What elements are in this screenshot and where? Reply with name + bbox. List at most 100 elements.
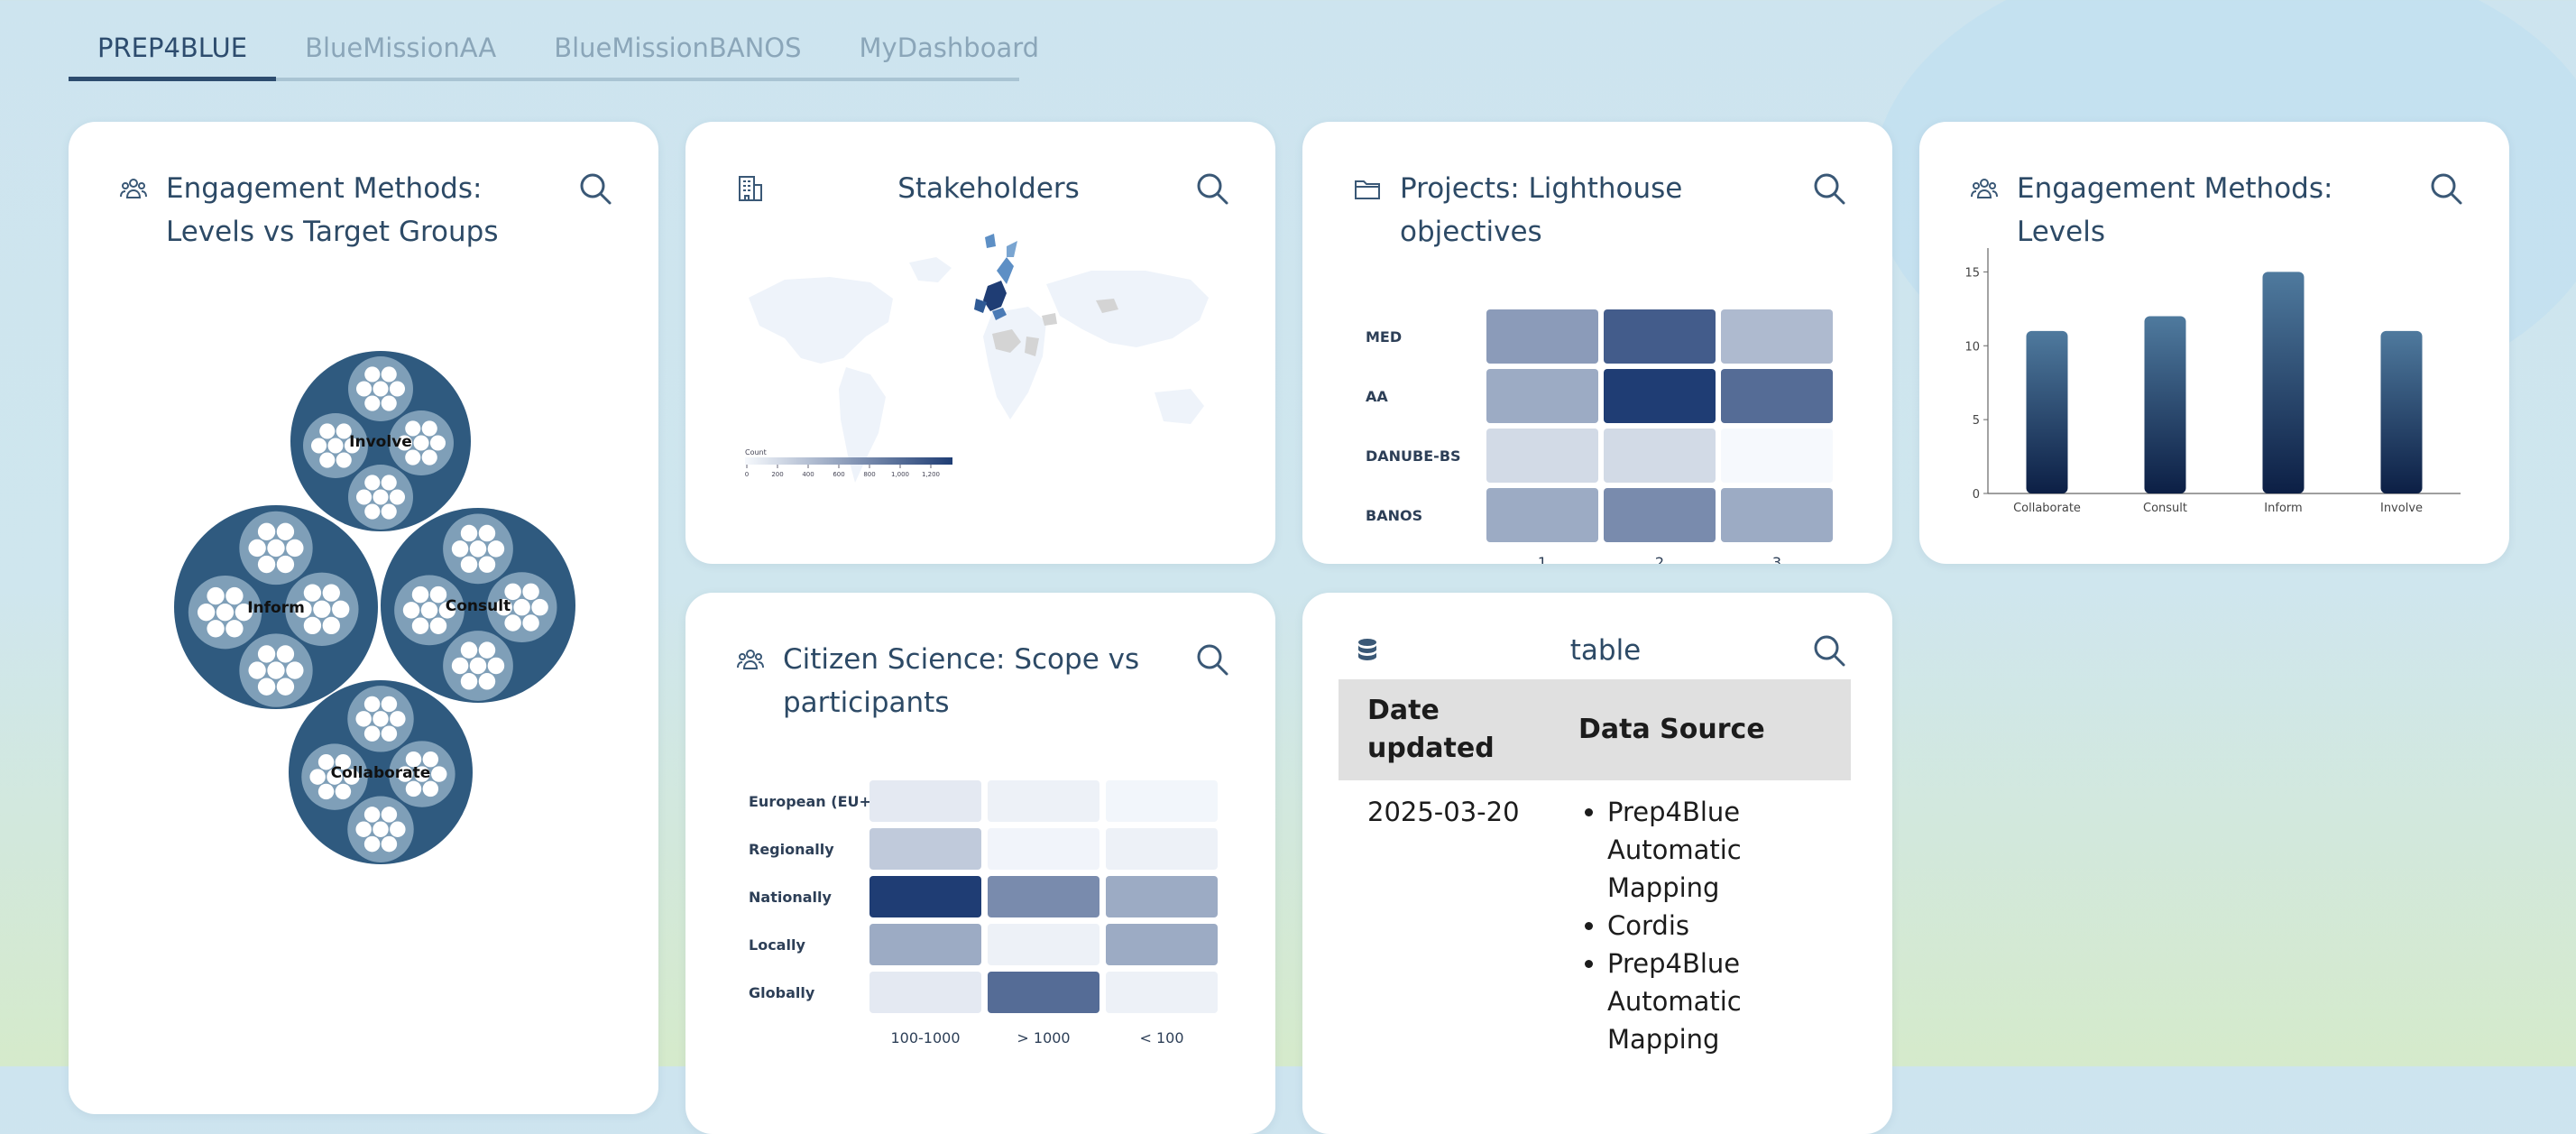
card-title: table — [1569, 634, 1642, 667]
leaf-bubble — [327, 438, 344, 454]
y-tick-label: 5 — [1973, 414, 1980, 428]
leaf-bubble — [267, 661, 285, 679]
leaf-bubble — [303, 616, 322, 635]
leaf-bubble — [355, 711, 372, 727]
leaf-bubble — [327, 769, 343, 785]
leaf-bubble — [344, 438, 361, 454]
search-icon[interactable] — [1194, 641, 1230, 678]
heatmap-row-label: DANUBE-BS — [1366, 447, 1461, 465]
leaf-bubble — [313, 600, 331, 618]
search-icon[interactable] — [2428, 171, 2464, 207]
leaf-bubble — [216, 603, 235, 622]
leaf-bubble — [531, 598, 548, 616]
dashboard-tabs: PREP4BLUE BlueMissionAA BlueMissionBANOS… — [69, 25, 1039, 81]
leaf-bubble — [286, 539, 304, 558]
legend-tick-label: 200 — [771, 471, 783, 478]
leaf-bubble — [451, 657, 469, 675]
leaf-bubble — [336, 423, 352, 439]
tab-bluemissionbanos[interactable]: BlueMissionBANOS — [554, 32, 802, 63]
heatmap-cell — [1604, 429, 1716, 483]
legend-tick-label: 800 — [863, 471, 875, 478]
heatmap-row-label: AA — [1366, 388, 1388, 405]
leaf-bubble — [336, 452, 352, 468]
leaf-bubble — [522, 614, 539, 632]
projects-heatmap: MED AA DANUBE-BS BANOS 1 2 3 — [1366, 309, 1833, 564]
leaf-bubble — [390, 821, 406, 837]
leaf-bubble — [363, 696, 381, 713]
leaf-bubble — [421, 420, 437, 437]
column-header-date: Date updated — [1339, 679, 1550, 780]
heatmap-col-label: 1 — [1538, 554, 1547, 564]
leaf-bubble — [431, 766, 447, 782]
heatmap-cell — [869, 780, 981, 822]
leaf-bubble — [405, 751, 422, 768]
bubble-group: Consult — [381, 508, 575, 703]
leaf-bubble — [414, 766, 430, 782]
leaf-bubble — [294, 600, 312, 618]
tab-bluemissionaa[interactable]: BlueMissionAA — [305, 32, 497, 63]
card-title: Stakeholders — [897, 172, 1080, 205]
heatmap-cell — [1721, 488, 1833, 542]
leaf-bubble — [344, 769, 360, 785]
map-legend: Count 0 200 400 600 800 1,000 1,200 — [745, 448, 952, 478]
search-icon[interactable] — [1811, 632, 1847, 668]
leaf-bubble — [207, 620, 225, 638]
group-bubble — [289, 680, 473, 864]
leaf-bubble — [276, 678, 295, 696]
card-title: Engagement Methods: Levels — [2017, 172, 2333, 248]
card-title: Projects: Lighthouse objectives — [1400, 172, 1683, 248]
leaf-bubble — [363, 725, 381, 742]
search-icon[interactable] — [1194, 171, 1230, 207]
search-icon[interactable] — [1811, 171, 1847, 207]
leaf-bubble — [257, 522, 276, 541]
heatmap-cell — [1486, 309, 1598, 364]
legend-tick-label: 0 — [745, 471, 749, 478]
leaf-bubble — [332, 600, 350, 618]
database-icon — [1358, 639, 1376, 660]
heatmap-cell — [1106, 876, 1218, 917]
leaf-bubble — [335, 754, 352, 770]
leaf-bubble — [364, 395, 381, 411]
leaf-bubble — [235, 603, 253, 622]
heatmap-col-label: < 100 — [1139, 1029, 1183, 1046]
leaf-bubble — [495, 598, 512, 616]
leaf-bubble — [381, 366, 397, 383]
leaf-bubble — [257, 645, 276, 663]
leaf-bubble — [469, 540, 487, 558]
heatmap-row-label: Locally — [749, 936, 805, 954]
leaf-bubble — [389, 489, 406, 505]
leaf-bubble — [335, 783, 352, 800]
leaf-bubble — [396, 435, 413, 451]
legend-title: Count — [745, 448, 767, 456]
leaf-bubble — [451, 540, 469, 558]
leaf-bubble — [460, 556, 478, 573]
tab-prep4blue[interactable]: PREP4BLUE — [69, 25, 277, 81]
leaf-bubble — [207, 586, 225, 605]
x-tick-label: Consult — [2143, 502, 2187, 515]
heatmap-cell — [988, 972, 1099, 1013]
heatmap-cell — [1604, 369, 1716, 423]
leaf-bubble — [429, 585, 447, 604]
bubble-group: Collaborate — [289, 680, 473, 864]
bar — [2262, 272, 2305, 493]
heatmap-cell — [1106, 828, 1218, 870]
leaf-bubble — [381, 475, 397, 491]
bar — [2026, 330, 2068, 493]
tab-mydashboard[interactable]: MyDashboard — [859, 32, 1040, 63]
x-tick-label: Involve — [2380, 502, 2423, 515]
bubble-group: Inform — [174, 505, 378, 709]
leaf-bubble — [355, 821, 372, 837]
heatmap-col-label: 2 — [1655, 554, 1664, 564]
source-item: Prep4Blue Automatic Mapping — [1607, 793, 1822, 907]
leaf-bubble — [478, 673, 496, 690]
engagement-bar-chart: 0 5 10 15 Collaborate Consult Inform Involve — [1964, 248, 2461, 515]
leaf-bubble — [390, 711, 406, 727]
leaf-bubble — [421, 449, 437, 466]
heatmap-cell — [1721, 309, 1833, 364]
heatmap-cell — [988, 876, 1099, 917]
projects-card: Projects: Lighthouse objectives MED AA DAN… — [1302, 122, 1892, 564]
engagement-bar-card: Engagement Methods: Levels 0 5 10 15 Collabo… — [1919, 122, 2509, 564]
bar — [2144, 316, 2186, 493]
search-icon[interactable] — [577, 171, 613, 207]
leaf-bubble — [319, 423, 336, 439]
